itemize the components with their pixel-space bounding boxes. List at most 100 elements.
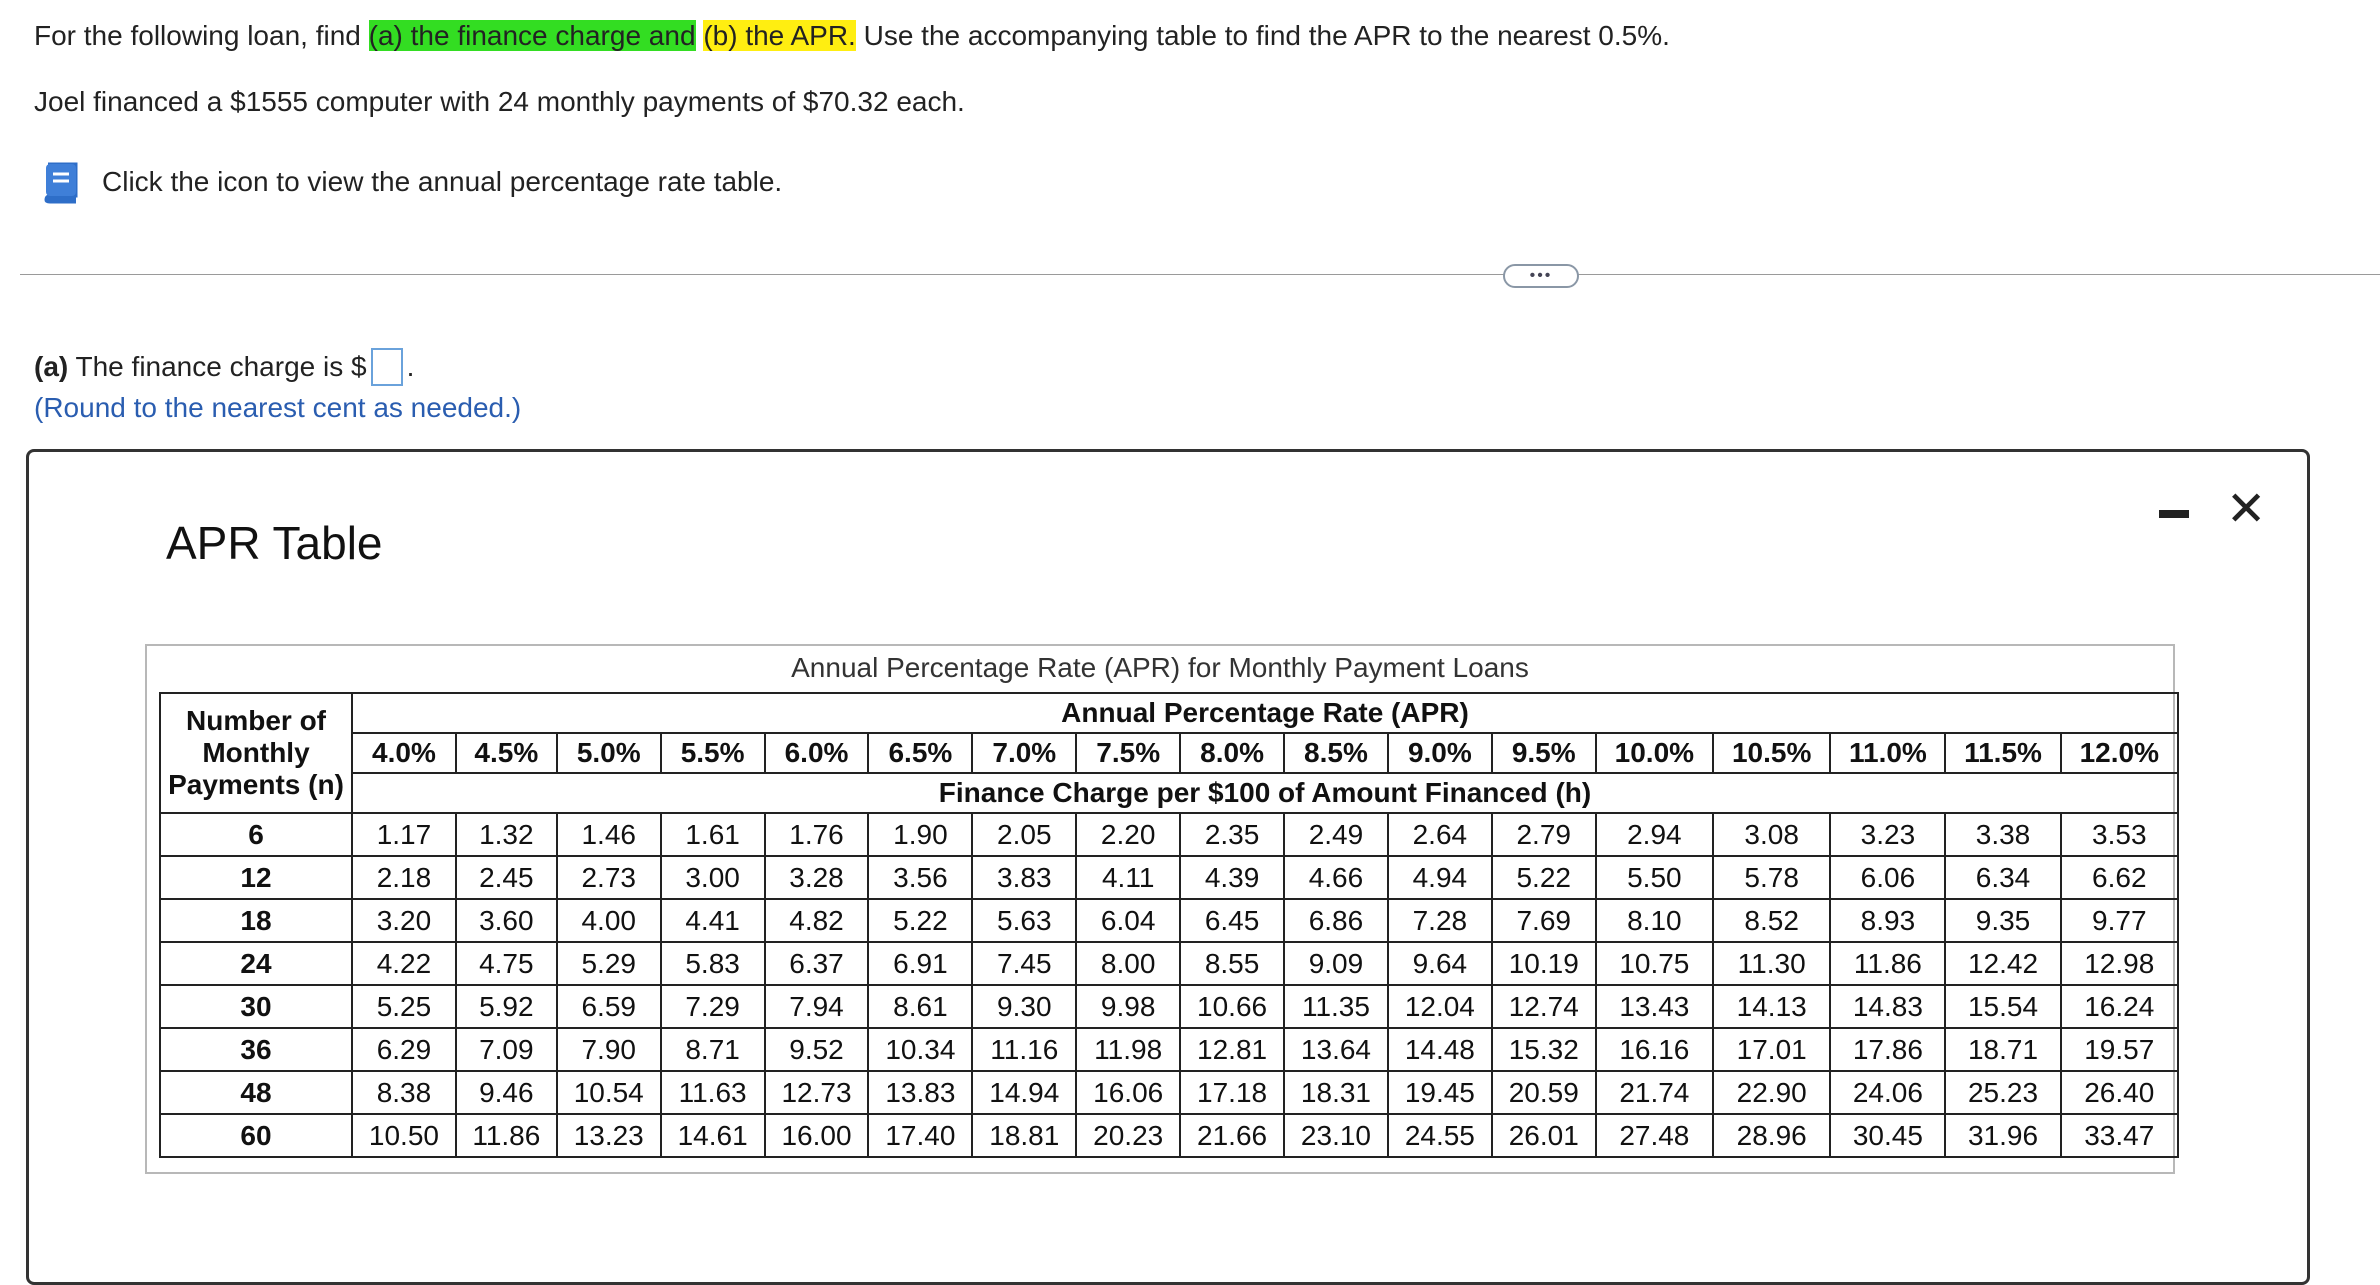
finance-charge-cell: 24.55	[1386, 1113, 1493, 1158]
icon-instruction: Click the icon to view the annual percen…	[102, 166, 783, 197]
finance-charge-header: Finance Charge per $100 of Amount Financ…	[351, 772, 2179, 814]
finance-charge-cell: 16.16	[1594, 1027, 1715, 1072]
finance-charge-cell: 6.86	[1283, 898, 1389, 943]
table-row: 6 1.17 1.32 1.46 1.61 1.76 1.90 2.05 2.20 2.35 2.4…	[159, 812, 2180, 857]
finance-charge-cell: 13.83	[867, 1070, 974, 1115]
finance-charge-cell: 13.43	[1594, 984, 1715, 1029]
finance-charge-cell: 10.66	[1179, 984, 1286, 1029]
finance-charge-cell: 9.09	[1283, 941, 1389, 986]
finance-charge-cell: 6.29	[351, 1027, 457, 1072]
finance-charge-cell: 8.61	[867, 984, 974, 1029]
finance-charge-cell: 7.90	[555, 1027, 662, 1072]
table-row: 18 3.20 3.60 4.00 4.41 4.82 5.22 5.63 6.04 6.45 6.…	[159, 898, 2180, 943]
rate-header-cell: 11.5%	[1944, 732, 2062, 774]
finance-charge-cell: 7.28	[1386, 898, 1493, 943]
finance-charge-cell: 3.00	[659, 855, 766, 900]
section-divider	[20, 274, 2380, 275]
rate-header-cell: 12.0%	[2059, 732, 2180, 774]
finance-charge-cell: 20.59	[1490, 1070, 1597, 1115]
question-line-1: For the following loan, find (a) the fin…	[34, 20, 1670, 52]
finance-charge-cell: 4.11	[1075, 855, 1182, 900]
finance-charge-cell: 3.83	[971, 855, 1078, 900]
finance-charge-cell: 8.38	[351, 1070, 457, 1115]
question-line-2: Joel financed a $1555 computer with 24 m…	[34, 86, 965, 117]
finance-charge-cell: 22.90	[1712, 1070, 1832, 1115]
finance-charge-cell: 3.08	[1712, 812, 1832, 857]
rate-header-cell: 7.5%	[1075, 732, 1182, 774]
finance-charge-cell: 23.10	[1283, 1113, 1389, 1158]
finance-charge-cell: 8.71	[659, 1027, 766, 1072]
finance-charge-cell: 2.94	[1594, 812, 1715, 857]
finance-charge-cell: 9.77	[2059, 898, 2180, 943]
finance-charge-cell: 4.82	[763, 898, 870, 943]
highlight-part-b: (b) the APR.	[703, 20, 856, 51]
finance-charge-cell: 3.53	[2059, 812, 2180, 857]
finance-charge-cell: 7.09	[454, 1027, 558, 1072]
finance-charge-cell: 6.91	[867, 941, 974, 986]
table-row: 36 6.29 7.09 7.90 8.71 9.52 10.34 11.16 11.98 12.…	[159, 1027, 2180, 1072]
more-options-button[interactable]: •••	[1503, 264, 1579, 288]
finance-charge-cell: 4.22	[351, 941, 457, 986]
minimize-button[interactable]	[2159, 510, 2189, 518]
finance-charge-cell: 14.48	[1386, 1027, 1493, 1072]
payments-cell: 12	[159, 855, 353, 900]
finance-charge-cell: 7.45	[971, 941, 1078, 986]
finance-charge-cell: 5.50	[1594, 855, 1715, 900]
finance-charge-cell: 18.81	[971, 1113, 1078, 1158]
rate-header-cell: 6.5%	[867, 732, 974, 774]
finance-charge-cell: 1.76	[763, 812, 870, 857]
finance-charge-cell: 10.34	[867, 1027, 974, 1072]
finance-charge-cell: 5.92	[454, 984, 558, 1029]
finance-charge-cell: 12.74	[1490, 984, 1597, 1029]
payments-cell: 18	[159, 898, 353, 943]
table-row: 24 4.22 4.75 5.29 5.83 6.37 6.91 7.45 8.00 8.55 9.…	[159, 941, 2180, 986]
payments-cell: 24	[159, 941, 353, 986]
finance-charge-cell: 2.05	[971, 812, 1078, 857]
table-caption: Annual Percentage Rate (APR) for Monthly…	[791, 652, 1529, 683]
finance-charge-cell: 2.79	[1490, 812, 1597, 857]
finance-charge-cell: 12.73	[763, 1070, 870, 1115]
finance-charge-cell: 9.98	[1075, 984, 1182, 1029]
finance-charge-cell: 8.52	[1712, 898, 1832, 943]
finance-charge-cell: 5.22	[1490, 855, 1597, 900]
finance-charge-cell: 5.25	[351, 984, 457, 1029]
close-button[interactable]: ✕	[2226, 483, 2267, 536]
finance-charge-cell: 8.10	[1594, 898, 1715, 943]
payments-header-line: Number of	[186, 705, 326, 736]
finance-charge-cell: 8.93	[1829, 898, 1947, 943]
rate-header-cell: 9.5%	[1490, 732, 1597, 774]
finance-charge-cell: 1.61	[659, 812, 766, 857]
finance-charge-cell: 20.23	[1075, 1113, 1182, 1158]
finance-charge-cell: 6.34	[1944, 855, 2062, 900]
apr-table-frame: Annual Percentage Rate (APR) for Monthly…	[145, 644, 2180, 1174]
finance-charge-cell: 21.74	[1594, 1070, 1715, 1115]
finance-charge-cell: 12.81	[1179, 1027, 1286, 1072]
part-a-text: The finance charge is $	[68, 351, 367, 382]
finance-charge-cell: 1.32	[454, 812, 558, 857]
finance-charge-cell: 4.00	[555, 898, 662, 943]
finance-charge-cell: 7.29	[659, 984, 766, 1029]
finance-charge-cell: 9.30	[971, 984, 1078, 1029]
modal-title: APR Table	[166, 517, 383, 569]
finance-charge-cell: 1.46	[555, 812, 662, 857]
finance-charge-cell: 3.38	[1944, 812, 2062, 857]
finance-charge-answer-input[interactable]	[370, 348, 403, 386]
finance-charge-cell: 5.83	[659, 941, 766, 986]
finance-header-row: Finance Charge per $100 of Amount Financ…	[160, 772, 2179, 814]
payments-header-line: Monthly	[202, 737, 310, 768]
table-row: 30 5.25 5.92 6.59 7.29 7.94 8.61 9.30 9.98 10.66 1…	[159, 984, 2180, 1029]
finance-charge-cell: 2.35	[1179, 812, 1286, 857]
book-icon[interactable]	[38, 160, 82, 204]
finance-charge-cell: 11.86	[1829, 941, 1947, 986]
finance-charge-cell: 11.16	[971, 1027, 1078, 1072]
rate-header-cell: 5.5%	[659, 732, 766, 774]
finance-charge-cell: 12.42	[1944, 941, 2062, 986]
finance-charge-cell: 7.69	[1490, 898, 1597, 943]
finance-charge-cell: 3.28	[763, 855, 870, 900]
rate-header-cell: 8.5%	[1283, 732, 1389, 774]
finance-charge-cell: 9.35	[1944, 898, 2062, 943]
finance-charge-cell: 28.96	[1712, 1113, 1832, 1158]
rate-header-cell: 7.0%	[971, 732, 1078, 774]
table-row: 60 10.50 11.86 13.23 14.61 16.00 17.40 18.81 20.…	[159, 1113, 2180, 1158]
finance-charge-cell: 17.01	[1712, 1027, 1832, 1072]
